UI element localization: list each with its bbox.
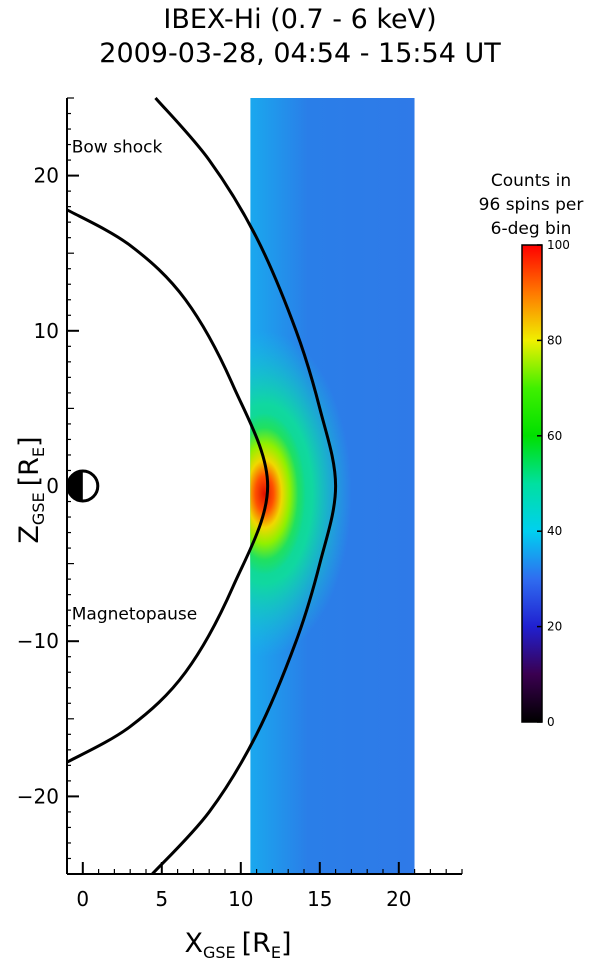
colorbar-tick-label: 100 xyxy=(547,238,570,252)
bow-shock-label: Bow shock xyxy=(72,137,163,157)
y-axis-label: ZGSE[RE] xyxy=(14,436,48,543)
plot-axes xyxy=(66,97,463,875)
y-tick-label: 20 xyxy=(34,164,59,188)
colorbar-tick-label: 20 xyxy=(547,620,562,634)
colorbar-tick-label: 40 xyxy=(547,524,562,538)
x-tick-label: 15 xyxy=(307,887,332,911)
colorbar-title-line3: 6-deg bin xyxy=(491,219,572,239)
colorbar-title-line2: 96 spins per xyxy=(479,195,584,215)
x-tick-label: 5 xyxy=(155,887,168,911)
colorbar xyxy=(521,244,543,723)
y-tick-labels: −20 −10 0 10 20 xyxy=(17,164,59,809)
chart-title-line2: 2009-03-28, 04:54 - 15:54 UT xyxy=(99,38,501,69)
y-tick-label: −20 xyxy=(17,784,59,808)
colorbar-ticks: 0 20 40 60 80 100 xyxy=(537,238,570,729)
colorbar-tick-label: 60 xyxy=(547,429,562,443)
colorbar-tick-label: 80 xyxy=(547,333,562,347)
heatmap-hot-spot xyxy=(250,413,306,575)
bow-shock-curve xyxy=(151,97,338,876)
x-tick-label: 10 xyxy=(228,887,253,911)
y-tick-label: −10 xyxy=(17,629,59,653)
colorbar-tick-label: 0 xyxy=(547,715,555,729)
magnetopause-label: Magnetopause xyxy=(72,604,197,624)
y-tick-label: 0 xyxy=(46,474,59,498)
colorbar-title-line1: Counts in xyxy=(491,171,571,191)
x-tick-label: 0 xyxy=(76,887,89,911)
x-axis-label: XGSE [RE] xyxy=(184,928,291,962)
chart-title-line1: IBEX-Hi (0.7 - 6 keV) xyxy=(163,4,436,35)
x-tick-labels: 0 5 10 15 20 xyxy=(76,887,411,911)
x-tick-label: 20 xyxy=(386,887,411,911)
magnetopause-curve xyxy=(66,208,270,764)
heatmap-band xyxy=(250,98,415,874)
y-tick-label: 10 xyxy=(34,319,59,343)
